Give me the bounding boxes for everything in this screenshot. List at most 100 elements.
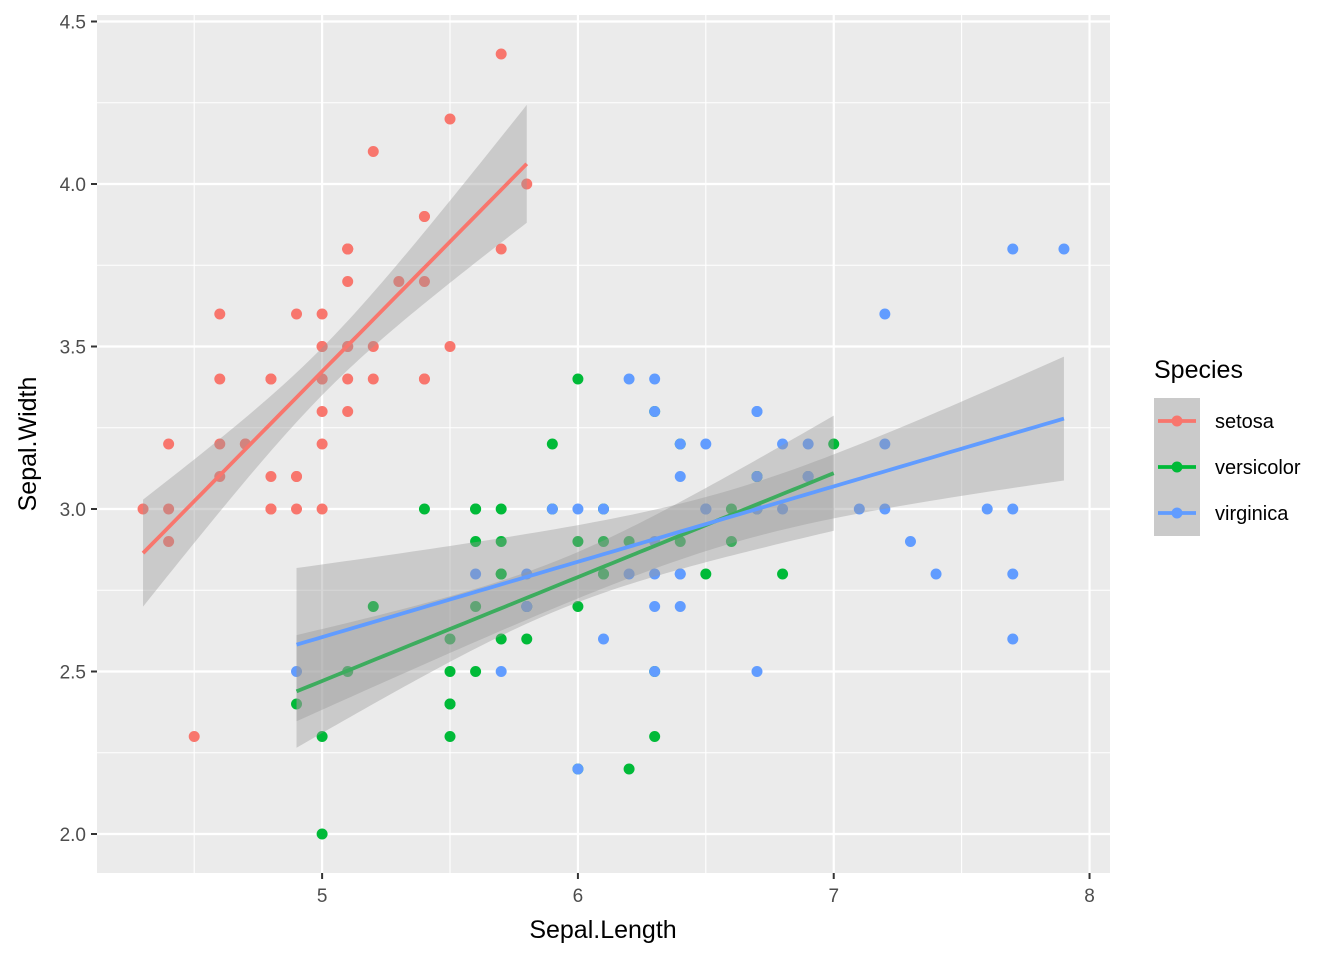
data-point-virginica bbox=[598, 503, 609, 515]
data-point-virginica bbox=[649, 373, 661, 385]
x-axis-title: Sepal.Length bbox=[529, 916, 676, 944]
data-point-setosa bbox=[393, 276, 405, 287]
data-point-setosa bbox=[367, 373, 379, 385]
data-point-setosa bbox=[291, 471, 303, 482]
data-point-virginica bbox=[674, 438, 686, 450]
data-point-versicolor bbox=[572, 536, 584, 547]
data-point-virginica bbox=[700, 438, 712, 450]
data-point-virginica bbox=[495, 666, 507, 677]
data-point-versicolor bbox=[572, 601, 584, 612]
data-point-versicolor bbox=[316, 828, 328, 840]
data-point-virginica bbox=[1007, 633, 1019, 645]
data-point-virginica bbox=[674, 601, 686, 612]
data-point-setosa bbox=[316, 438, 328, 450]
regression-line-setosa bbox=[141, 162, 529, 555]
data-point-setosa bbox=[316, 341, 328, 352]
data-point-virginica bbox=[751, 406, 763, 417]
data-point-virginica bbox=[904, 536, 916, 547]
y-tick-label: 4.5 bbox=[60, 13, 86, 34]
data-point-virginica bbox=[751, 471, 763, 482]
data-point-virginica bbox=[291, 666, 303, 677]
data-point-virginica bbox=[649, 601, 661, 612]
data-point-setosa bbox=[521, 178, 533, 190]
legend-title: Species bbox=[1154, 356, 1243, 384]
data-point-virginica bbox=[623, 568, 635, 580]
data-point-setosa bbox=[265, 471, 277, 482]
data-point-versicolor bbox=[623, 763, 635, 775]
data-point-virginica bbox=[649, 568, 661, 580]
data-point-versicolor bbox=[700, 568, 712, 580]
data-point-setosa bbox=[291, 308, 303, 320]
data-point-virginica bbox=[649, 406, 661, 417]
panel-background bbox=[97, 15, 1110, 873]
x-tick-label: 5 bbox=[317, 886, 328, 907]
data-point-setosa bbox=[495, 48, 507, 60]
data-point-virginica bbox=[853, 503, 865, 515]
data-point-virginica bbox=[802, 438, 814, 450]
data-point-versicolor bbox=[444, 731, 456, 742]
data-point-versicolor bbox=[546, 438, 558, 450]
data-point-versicolor bbox=[444, 666, 456, 677]
y-tick-label: 4.0 bbox=[60, 175, 86, 196]
data-point-setosa bbox=[367, 341, 379, 352]
legend-key-point-versicolor bbox=[1171, 461, 1183, 473]
data-point-versicolor bbox=[598, 568, 609, 580]
x-tick-label: 7 bbox=[828, 886, 839, 907]
data-point-versicolor bbox=[495, 536, 507, 547]
data-point-virginica bbox=[879, 503, 891, 515]
data-point-setosa bbox=[265, 503, 277, 515]
y-tick-label: 3.5 bbox=[60, 338, 86, 359]
data-point-virginica bbox=[879, 308, 891, 320]
data-point-setosa bbox=[444, 341, 456, 352]
x-tick-label: 6 bbox=[573, 886, 584, 907]
data-point-setosa bbox=[418, 211, 430, 222]
data-point-versicolor bbox=[470, 503, 482, 515]
data-point-virginica bbox=[802, 471, 814, 482]
data-point-virginica bbox=[521, 601, 533, 612]
data-point-virginica bbox=[572, 503, 584, 515]
x-tick-label: 8 bbox=[1084, 886, 1095, 907]
legend-label-virginica: virginica bbox=[1215, 503, 1289, 525]
data-point-virginica bbox=[777, 438, 789, 450]
legend-label-setosa: setosa bbox=[1215, 411, 1275, 433]
data-point-versicolor bbox=[572, 373, 584, 385]
legend-key-point-virginica bbox=[1171, 507, 1183, 519]
data-point-virginica bbox=[1007, 568, 1019, 580]
y-tick-label: 2.0 bbox=[60, 825, 86, 846]
data-point-versicolor bbox=[444, 698, 456, 710]
data-point-versicolor bbox=[418, 503, 430, 515]
data-point-virginica bbox=[649, 666, 661, 677]
data-point-versicolor bbox=[725, 536, 737, 547]
data-point-virginica bbox=[623, 373, 635, 385]
data-point-versicolor bbox=[598, 536, 609, 547]
data-point-virginica bbox=[674, 568, 686, 580]
data-point-setosa bbox=[367, 146, 379, 157]
data-point-setosa bbox=[342, 373, 354, 385]
data-point-versicolor bbox=[649, 731, 661, 742]
data-point-versicolor bbox=[444, 633, 456, 645]
data-point-virginica bbox=[700, 503, 712, 515]
data-point-virginica bbox=[598, 633, 609, 645]
axes: 5 6 7 8 2.0 2.5 3.0 3.5 4.0 4.5 bbox=[60, 13, 1095, 908]
data-point-setosa bbox=[163, 536, 175, 547]
data-point-setosa bbox=[163, 438, 175, 450]
smooth-layer bbox=[141, 104, 1065, 748]
y-tick-label: 3.0 bbox=[60, 500, 86, 521]
data-point-setosa bbox=[316, 406, 328, 417]
data-point-versicolor bbox=[470, 536, 482, 547]
data-point-setosa bbox=[495, 243, 507, 255]
data-point-setosa bbox=[188, 731, 200, 742]
data-point-virginica bbox=[981, 503, 993, 515]
data-point-versicolor bbox=[495, 568, 507, 580]
data-point-virginica bbox=[930, 568, 942, 580]
data-point-versicolor bbox=[367, 601, 379, 612]
data-point-setosa bbox=[342, 243, 354, 255]
data-point-versicolor bbox=[470, 601, 482, 612]
data-point-versicolor bbox=[828, 438, 840, 450]
data-point-virginica bbox=[470, 568, 482, 580]
legend-label-versicolor: versicolor bbox=[1215, 457, 1301, 479]
data-point-setosa bbox=[214, 308, 226, 320]
data-point-versicolor bbox=[470, 666, 482, 677]
data-point-setosa bbox=[163, 503, 175, 515]
